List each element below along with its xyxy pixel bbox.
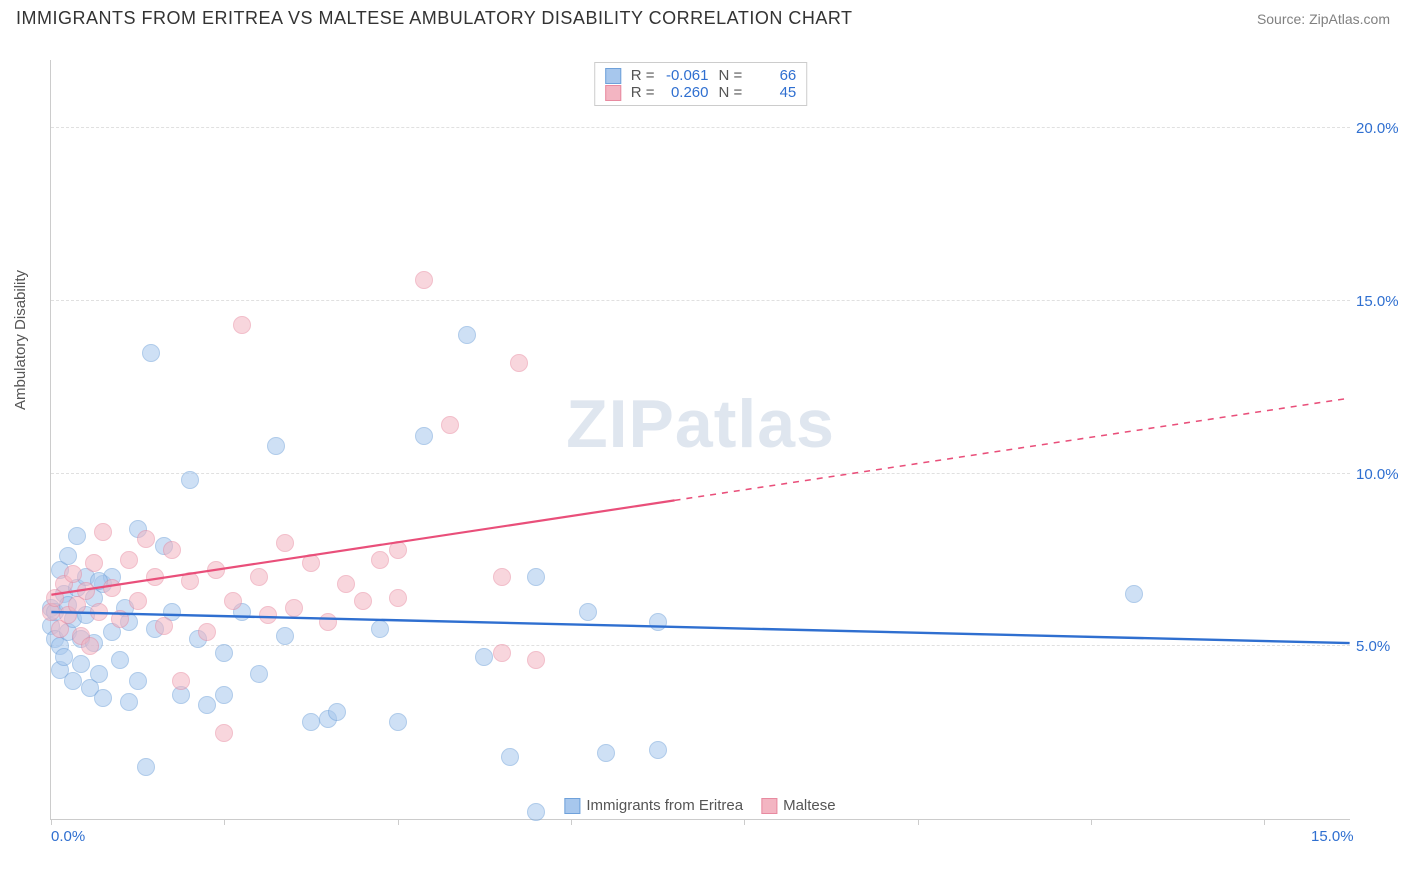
x-tick (1264, 819, 1265, 825)
source-link[interactable]: ZipAtlas.com (1309, 11, 1390, 27)
n-label: N = (719, 67, 743, 84)
x-tick (571, 819, 572, 825)
plot-area: ZIPatlas R = -0.061 N = 66 R = 0.260 N =… (50, 60, 1350, 820)
correlation-legend: R = -0.061 N = 66 R = 0.260 N = 45 (594, 62, 808, 106)
n-value: 45 (748, 84, 796, 101)
trend-lines (51, 60, 1350, 819)
x-tick (744, 819, 745, 825)
r-value: -0.061 (661, 67, 709, 84)
x-tick (398, 819, 399, 825)
correlation-row-1: R = -0.061 N = 66 (605, 67, 797, 84)
r-label: R = (631, 67, 655, 84)
legend-label: Maltese (783, 797, 836, 814)
x-tick (918, 819, 919, 825)
header: IMMIGRANTS FROM ERITREA VS MALTESE AMBUL… (0, 0, 1406, 33)
legend-item-2: Maltese (761, 797, 836, 814)
source-attribution: Source: ZipAtlas.com (1257, 11, 1390, 27)
x-tick (51, 819, 52, 825)
y-tick-label: 10.0% (1356, 466, 1406, 483)
series-legend: Immigrants from Eritrea Maltese (564, 797, 835, 814)
swatch-series-1 (564, 798, 580, 814)
x-tick-label: 15.0% (1311, 828, 1354, 845)
swatch-series-2 (605, 85, 621, 101)
chart-container: ZIPatlas R = -0.061 N = 66 R = 0.260 N =… (50, 60, 1350, 820)
swatch-series-2 (761, 798, 777, 814)
n-label: N = (719, 84, 743, 101)
y-tick-label: 20.0% (1356, 120, 1406, 137)
r-value: 0.260 (661, 84, 709, 101)
correlation-row-2: R = 0.260 N = 45 (605, 84, 797, 101)
x-tick-label: 0.0% (51, 828, 85, 845)
y-axis-label: Ambulatory Disability (12, 270, 29, 410)
x-tick (224, 819, 225, 825)
source-prefix: Source: (1257, 11, 1309, 27)
x-tick (1091, 819, 1092, 825)
chart-title: IMMIGRANTS FROM ERITREA VS MALTESE AMBUL… (16, 8, 853, 29)
n-value: 66 (748, 67, 796, 84)
legend-item-1: Immigrants from Eritrea (564, 797, 743, 814)
legend-label: Immigrants from Eritrea (586, 797, 743, 814)
r-label: R = (631, 84, 655, 101)
y-tick-label: 5.0% (1356, 638, 1406, 655)
y-tick-label: 15.0% (1356, 293, 1406, 310)
swatch-series-1 (605, 68, 621, 84)
